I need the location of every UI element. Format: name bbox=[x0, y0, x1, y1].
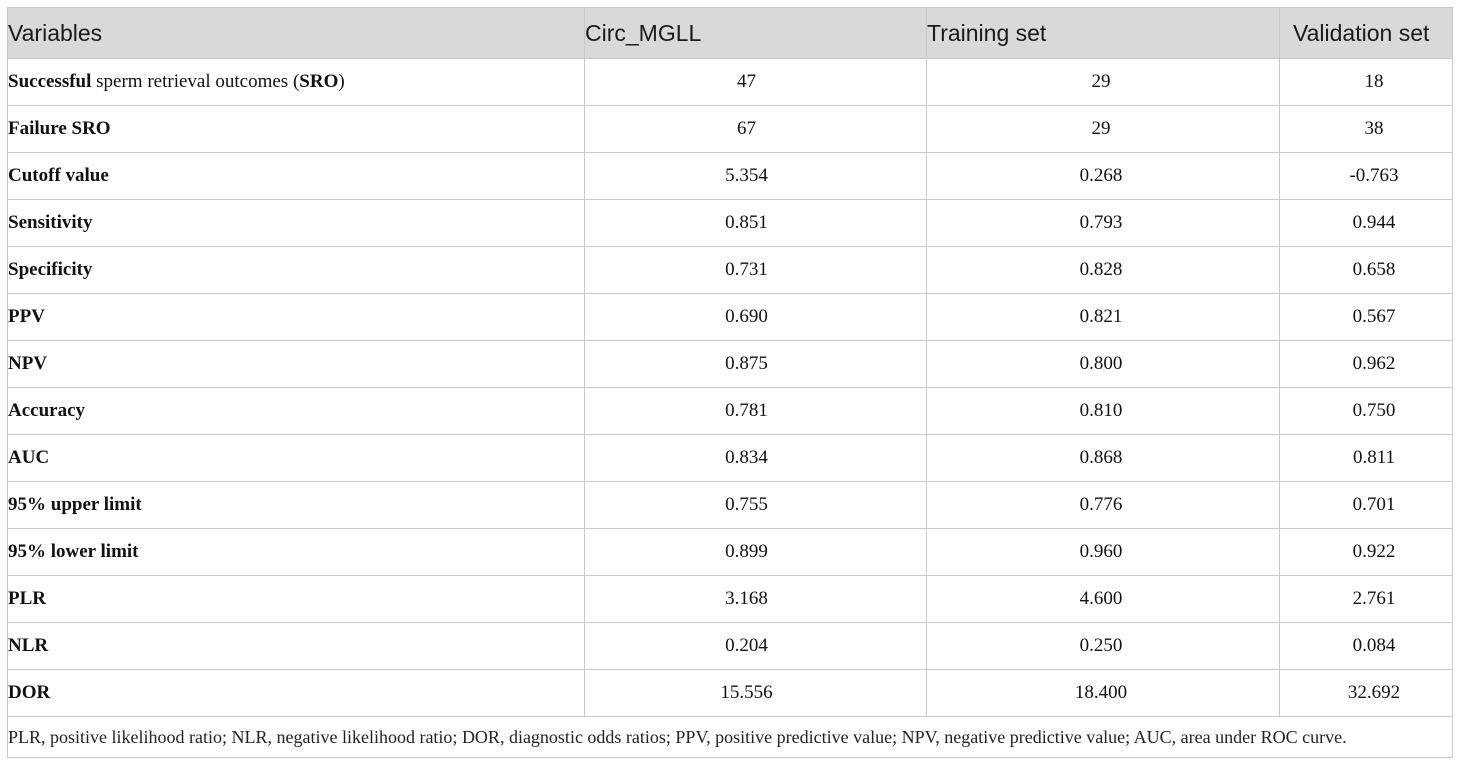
cell-training-set: 0.868 bbox=[926, 434, 1280, 482]
row-label: AUC bbox=[7, 434, 585, 482]
cell-training-set: 0.960 bbox=[926, 528, 1280, 576]
footnote-row: PLR, positive likelihood ratio; NLR, neg… bbox=[7, 716, 1453, 758]
table-row: AUC 0.834 0.868 0.811 bbox=[7, 434, 1453, 482]
cell-validation-set: -0.763 bbox=[1279, 152, 1453, 200]
cell-training-set: 0.776 bbox=[926, 481, 1280, 529]
table-row: Sensitivity 0.851 0.793 0.944 bbox=[7, 199, 1453, 247]
cell-training-set: 0.821 bbox=[926, 293, 1280, 341]
header-row: Variables Circ_MGLL Training set Validat… bbox=[7, 7, 1453, 59]
row-label: 95% upper limit bbox=[7, 481, 585, 529]
row-label: Failure SRO bbox=[7, 105, 585, 153]
row-label-part: ) bbox=[338, 71, 345, 92]
results-table: Variables Circ_MGLL Training set Validat… bbox=[7, 7, 1453, 758]
row-label: NLR bbox=[7, 622, 585, 670]
cell-validation-set: 0.811 bbox=[1279, 434, 1453, 482]
table-row: Successful sperm retrieval outcomes (SRO… bbox=[7, 58, 1453, 106]
cell-circ-mgll: 0.204 bbox=[584, 622, 927, 670]
cell-validation-set: 0.084 bbox=[1279, 622, 1453, 670]
cell-training-set: 18.400 bbox=[926, 669, 1280, 717]
cell-training-set: 0.800 bbox=[926, 340, 1280, 388]
cell-validation-set: 0.701 bbox=[1279, 481, 1453, 529]
row-label: NPV bbox=[7, 340, 585, 388]
cell-validation-set: 32.692 bbox=[1279, 669, 1453, 717]
cell-validation-set: 0.944 bbox=[1279, 199, 1453, 247]
cell-circ-mgll: 3.168 bbox=[584, 575, 927, 623]
row-label: Cutoff value bbox=[7, 152, 585, 200]
cell-validation-set: 2.761 bbox=[1279, 575, 1453, 623]
row-label: Successful sperm retrieval outcomes (SRO… bbox=[7, 58, 585, 106]
table-row: 95% lower limit 0.899 0.960 0.922 bbox=[7, 528, 1453, 576]
cell-circ-mgll: 0.834 bbox=[584, 434, 927, 482]
table-row: 95% upper limit 0.755 0.776 0.701 bbox=[7, 481, 1453, 529]
header-validation-set: Validation set bbox=[1279, 7, 1453, 59]
table-row: NPV 0.875 0.800 0.962 bbox=[7, 340, 1453, 388]
table-header: Variables Circ_MGLL Training set Validat… bbox=[7, 7, 1453, 59]
table-row: DOR 15.556 18.400 32.692 bbox=[7, 669, 1453, 717]
table-row: Accuracy 0.781 0.810 0.750 bbox=[7, 387, 1453, 435]
cell-training-set: 29 bbox=[926, 58, 1280, 106]
cell-validation-set: 0.962 bbox=[1279, 340, 1453, 388]
header-circ-mgll: Circ_MGLL bbox=[584, 7, 927, 59]
table-body: Successful sperm retrieval outcomes (SRO… bbox=[7, 58, 1453, 717]
cell-validation-set: 0.567 bbox=[1279, 293, 1453, 341]
cell-validation-set: 0.922 bbox=[1279, 528, 1453, 576]
table-row: Specificity 0.731 0.828 0.658 bbox=[7, 246, 1453, 294]
cell-validation-set: 0.658 bbox=[1279, 246, 1453, 294]
cell-circ-mgll: 5.354 bbox=[584, 152, 927, 200]
row-label-part: sperm retrieval outcomes ( bbox=[91, 71, 300, 92]
table-row: NLR 0.204 0.250 0.084 bbox=[7, 622, 1453, 670]
cell-validation-set: 18 bbox=[1279, 58, 1453, 106]
cell-training-set: 0.268 bbox=[926, 152, 1280, 200]
cell-validation-set: 0.750 bbox=[1279, 387, 1453, 435]
row-label: PLR bbox=[7, 575, 585, 623]
row-label: Sensitivity bbox=[7, 199, 585, 247]
row-label: Accuracy bbox=[7, 387, 585, 435]
table-footer: PLR, positive likelihood ratio; NLR, neg… bbox=[7, 716, 1453, 758]
cell-circ-mgll: 67 bbox=[584, 105, 927, 153]
cell-circ-mgll: 47 bbox=[584, 58, 927, 106]
cell-training-set: 0.793 bbox=[926, 199, 1280, 247]
cell-circ-mgll: 0.731 bbox=[584, 246, 927, 294]
table-row: Cutoff value 5.354 0.268 -0.763 bbox=[7, 152, 1453, 200]
table-footnote: PLR, positive likelihood ratio; NLR, neg… bbox=[7, 716, 1453, 758]
row-label: DOR bbox=[7, 669, 585, 717]
cell-training-set: 0.810 bbox=[926, 387, 1280, 435]
cell-validation-set: 38 bbox=[1279, 105, 1453, 153]
cell-circ-mgll: 0.875 bbox=[584, 340, 927, 388]
header-training-set: Training set bbox=[926, 7, 1280, 59]
cell-circ-mgll: 0.781 bbox=[584, 387, 927, 435]
row-label-part: Successful bbox=[8, 71, 92, 92]
row-label: Specificity bbox=[7, 246, 585, 294]
cell-circ-mgll: 0.690 bbox=[584, 293, 927, 341]
table-row: PLR 3.168 4.600 2.761 bbox=[7, 575, 1453, 623]
cell-circ-mgll: 15.556 bbox=[584, 669, 927, 717]
cell-circ-mgll: 0.899 bbox=[584, 528, 927, 576]
row-label: PPV bbox=[7, 293, 585, 341]
cell-training-set: 0.250 bbox=[926, 622, 1280, 670]
cell-training-set: 4.600 bbox=[926, 575, 1280, 623]
header-variables: Variables bbox=[7, 7, 585, 59]
results-table-container: Variables Circ_MGLL Training set Validat… bbox=[7, 7, 1453, 758]
cell-training-set: 29 bbox=[926, 105, 1280, 153]
cell-circ-mgll: 0.851 bbox=[584, 199, 927, 247]
cell-circ-mgll: 0.755 bbox=[584, 481, 927, 529]
table-row: PPV 0.690 0.821 0.567 bbox=[7, 293, 1453, 341]
table-row: Failure SRO 67 29 38 bbox=[7, 105, 1453, 153]
row-label: 95% lower limit bbox=[7, 528, 585, 576]
cell-training-set: 0.828 bbox=[926, 246, 1280, 294]
row-label-part: SRO bbox=[299, 71, 339, 92]
